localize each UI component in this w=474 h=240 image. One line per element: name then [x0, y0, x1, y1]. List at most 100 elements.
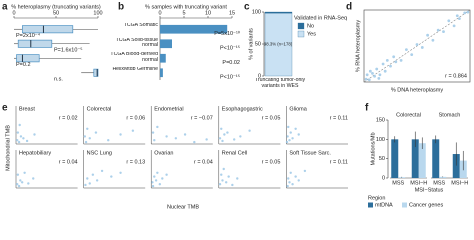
annotation: r = −0.07	[191, 115, 213, 121]
point	[25, 139, 29, 143]
annotation: r = 0.11	[330, 115, 348, 121]
point	[107, 139, 110, 142]
chart-title: % heteroplasmy (truncating variants)	[11, 4, 101, 10]
point	[286, 135, 289, 138]
y-tick-label: 50	[379, 156, 385, 162]
bar	[439, 176, 447, 178]
facet-title: Hepatobiliary	[19, 150, 51, 156]
point	[420, 46, 424, 49]
facet-title: NSC Lung	[87, 150, 112, 156]
y-tick-label: 0	[382, 175, 385, 181]
point	[287, 125, 290, 129]
p-value: P=0.02	[222, 60, 240, 66]
bar	[418, 143, 426, 178]
point	[297, 179, 300, 182]
point	[415, 43, 419, 46]
point	[248, 129, 251, 132]
point	[151, 131, 155, 134]
point	[16, 173, 20, 176]
point	[221, 179, 224, 182]
point	[110, 175, 113, 178]
bar	[398, 177, 406, 178]
y-tick-label-box: TCGA Solid-tissue normal	[116, 38, 158, 48]
point	[392, 55, 396, 59]
p-value: P=0.2	[16, 62, 31, 68]
bar	[160, 39, 172, 49]
x-tick-label: MSI−H	[451, 180, 468, 186]
y-tick-label: TCGA Blood-derived normal	[110, 52, 158, 63]
panel-label: d	[346, 2, 352, 13]
p-value: P=5x10⁻¹⁰	[214, 30, 241, 37]
point	[16, 139, 19, 142]
point	[289, 171, 292, 174]
point	[151, 184, 155, 188]
point	[373, 74, 376, 78]
facet-title: Soft Tissue Sarc.	[289, 150, 331, 156]
p-value: P=2x10⁻⁴	[16, 32, 41, 39]
x-tick-label: 15	[229, 10, 235, 16]
point	[385, 59, 389, 62]
point	[365, 73, 369, 77]
point	[95, 179, 99, 182]
annotation: r = 0.11	[330, 159, 348, 165]
facet-title: Glioma	[289, 106, 307, 112]
point	[463, 11, 467, 15]
chart-title: % samples with truncating variant	[145, 4, 227, 10]
x-tick-label: MSS	[392, 180, 404, 186]
point	[23, 171, 26, 174]
point	[156, 171, 159, 174]
x-axis-title: MSI−Status	[415, 187, 444, 193]
point	[286, 184, 289, 188]
point	[289, 131, 292, 134]
legend-label: Cancer genes	[409, 202, 443, 208]
point	[375, 67, 379, 71]
legend-label: Yes	[307, 31, 316, 37]
point	[452, 24, 456, 28]
point	[383, 69, 387, 73]
facet-title: Breast	[19, 106, 35, 112]
point	[32, 177, 35, 180]
point	[165, 173, 168, 176]
panel-label: a	[2, 2, 8, 13]
point	[153, 175, 156, 178]
y-tick-label: 0	[258, 73, 261, 79]
bar	[160, 53, 166, 63]
point	[19, 179, 22, 182]
box	[17, 39, 53, 48]
point	[151, 181, 154, 184]
bar	[160, 68, 163, 78]
box	[93, 68, 99, 77]
point	[193, 140, 196, 144]
y-tick-label-box: HelixMtdb Germline	[112, 67, 158, 72]
facet-title: Colorectal	[87, 106, 112, 112]
facet-title: Ovarian	[154, 150, 173, 156]
facet-title: Esophagogastric	[222, 106, 263, 112]
point	[294, 175, 297, 178]
point	[18, 123, 21, 127]
point	[22, 137, 25, 140]
identity-line	[363, 9, 471, 83]
point	[368, 69, 372, 73]
point	[431, 38, 435, 42]
page: {"chart_data": [ {"panel": "a", "type": …	[2, 1, 471, 211]
point	[218, 183, 222, 186]
point	[291, 137, 294, 140]
legend-swatch	[297, 30, 305, 38]
legend-swatch	[402, 202, 407, 208]
y-axis-title: Mutations/Mb	[370, 132, 376, 165]
point	[288, 181, 291, 184]
p-value: P<10⁻¹⁵	[220, 74, 240, 81]
point	[27, 182, 30, 185]
y-tick-label: 100	[252, 9, 261, 15]
point	[394, 60, 398, 64]
y-axis-title: % RNA heteroplasmy	[355, 20, 361, 73]
bar	[411, 139, 419, 178]
point	[297, 133, 300, 136]
p-value: n.s.	[54, 76, 63, 82]
y-tick-label-box: TCGA Somatic	[124, 23, 158, 28]
point	[227, 175, 230, 178]
point	[20, 181, 24, 184]
point	[378, 73, 382, 77]
panel-label: e	[2, 103, 8, 114]
legend-title: Region	[368, 195, 385, 201]
